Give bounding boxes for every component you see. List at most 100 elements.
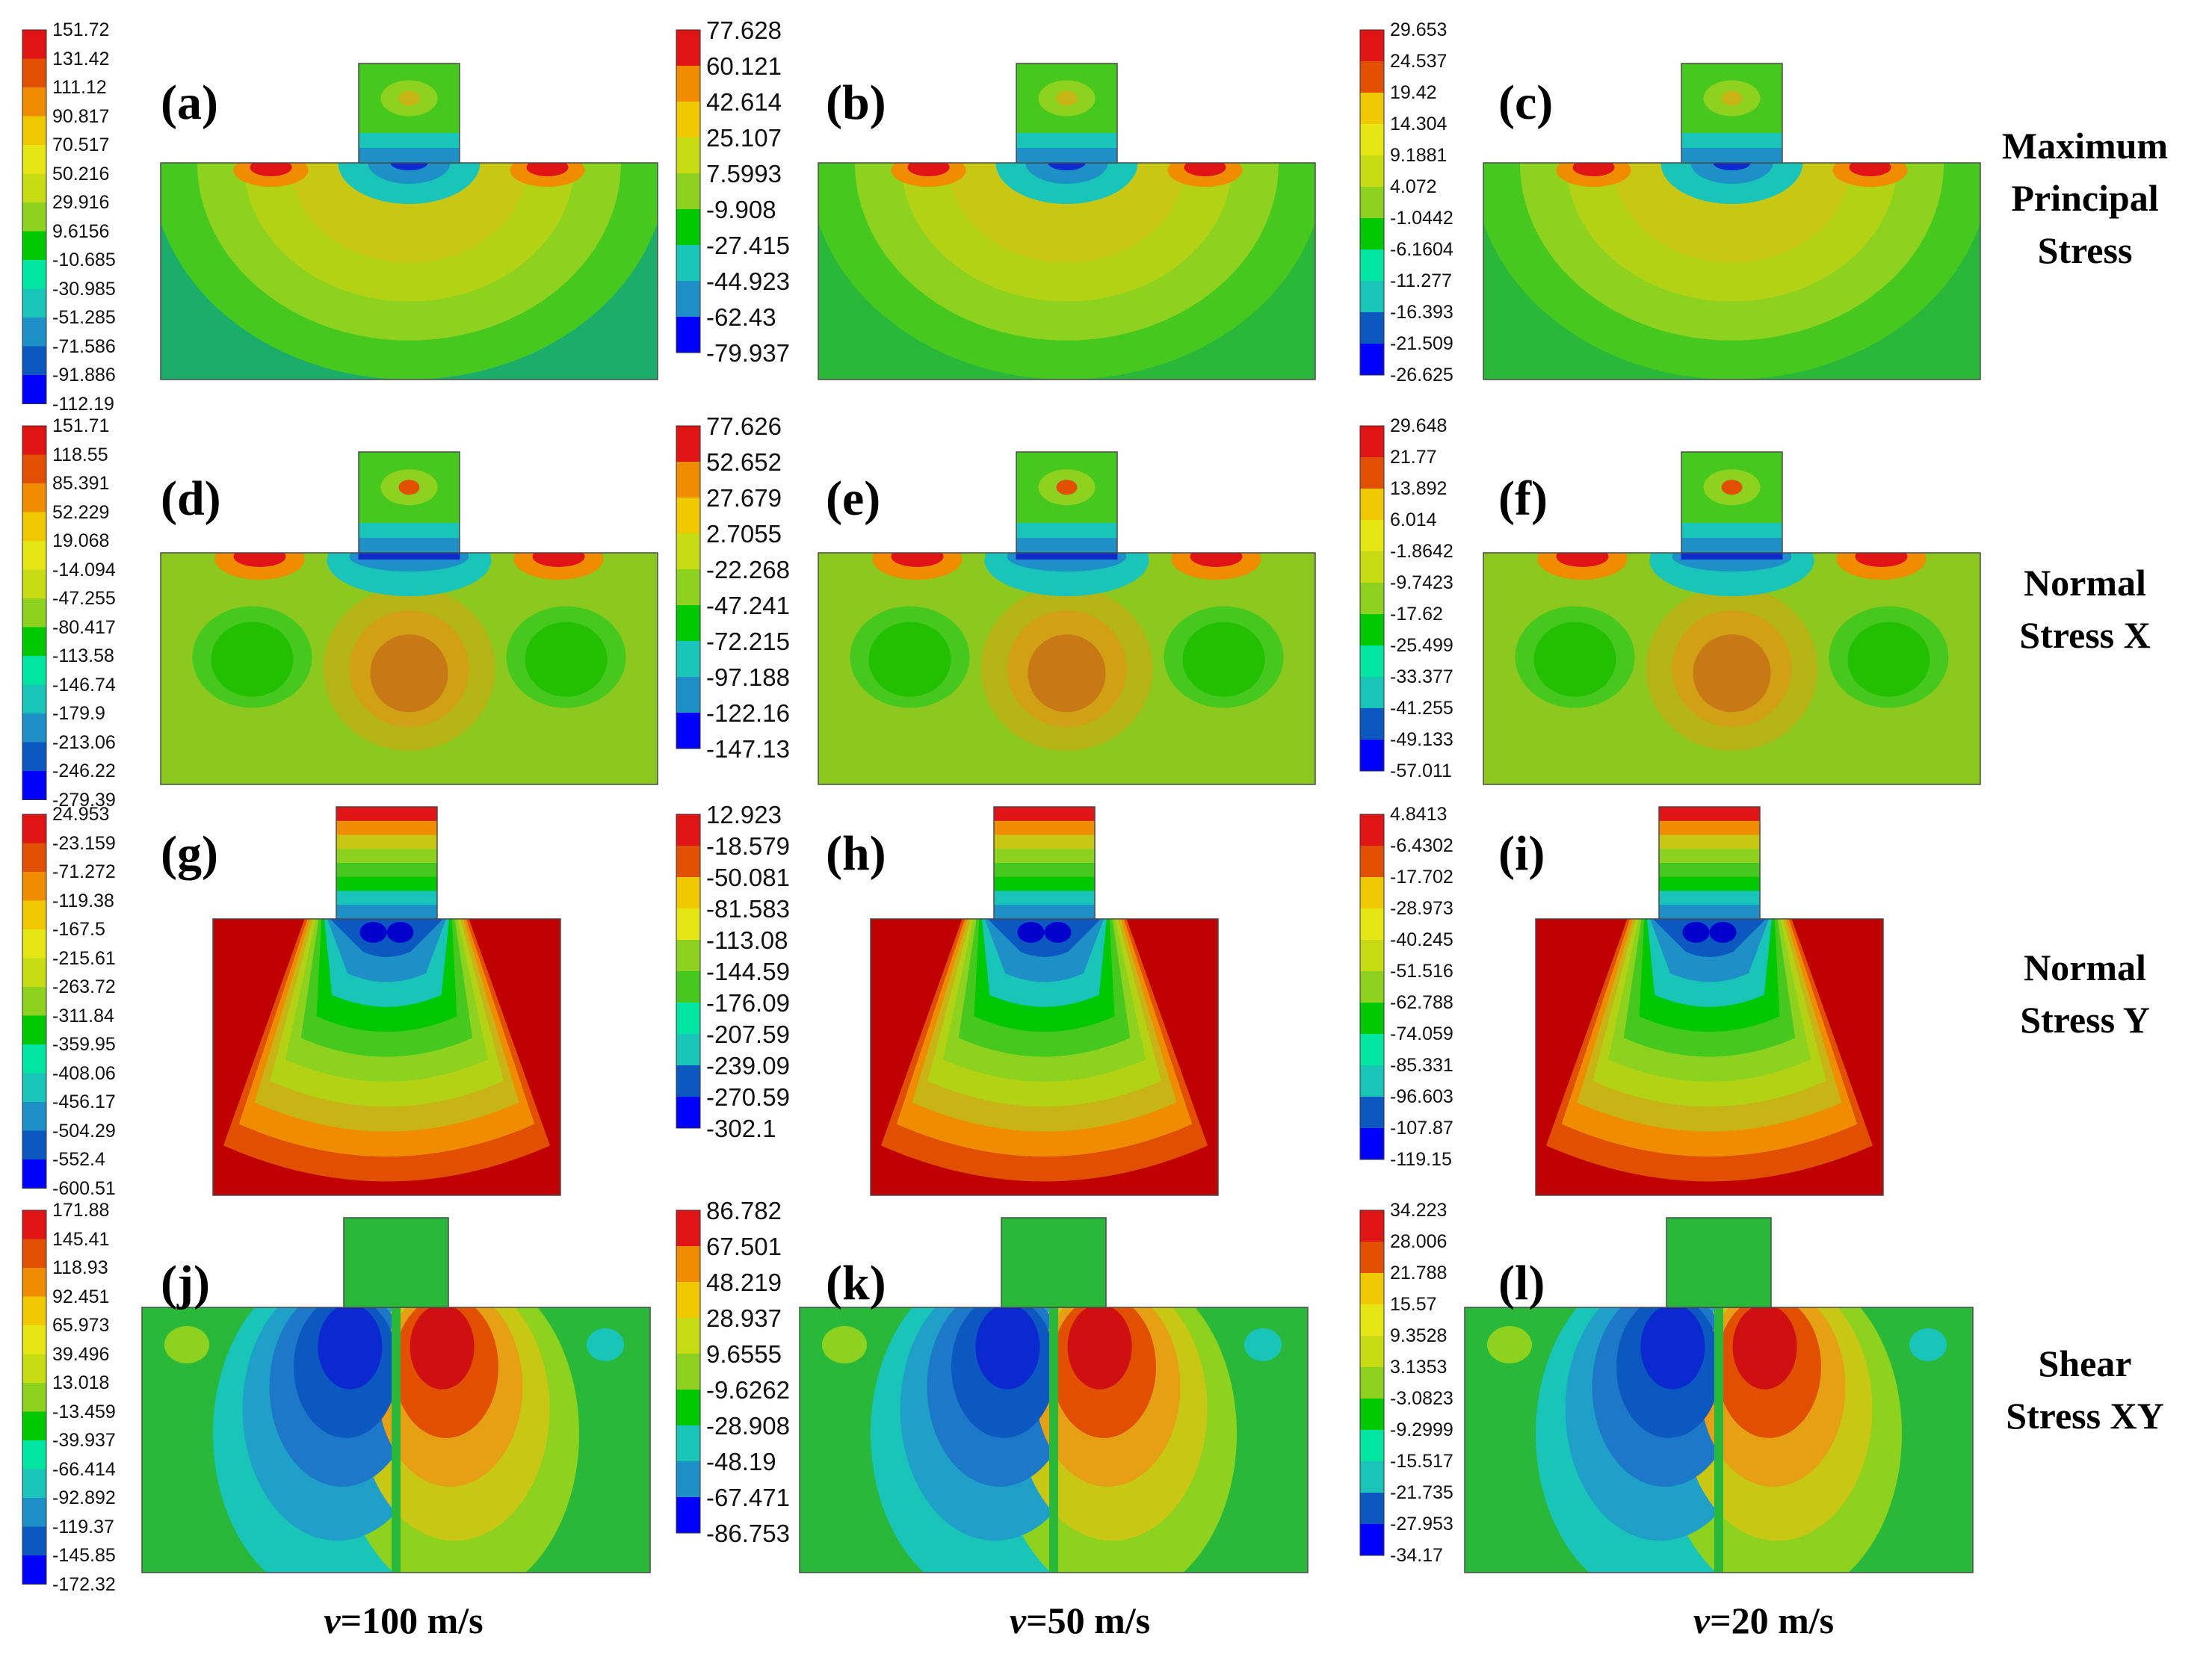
- legend-swatch: [676, 245, 700, 282]
- contour-band: [1044, 922, 1072, 943]
- contour-band: [410, 1307, 475, 1390]
- legend-swatch: [1360, 457, 1384, 489]
- contour-band: [1016, 553, 1118, 560]
- legend-swatch: [22, 173, 46, 203]
- contour-band: [359, 922, 387, 943]
- contour-band: [891, 553, 944, 567]
- legend-swatch: [1360, 814, 1384, 846]
- legend-swatch: [676, 1065, 700, 1097]
- legend-swatch: [676, 1210, 700, 1247]
- legend-swatch: [676, 1003, 700, 1035]
- contour-band: [1613, 163, 1851, 263]
- legend-swatch: [676, 137, 700, 174]
- legend-swatch: [1360, 155, 1384, 188]
- contour-band: [290, 163, 528, 263]
- legend-swatch: [22, 1325, 46, 1354]
- legend-swatch: [22, 771, 46, 800]
- legend-swatch: [1360, 1065, 1384, 1097]
- legend-swatch: [1360, 614, 1384, 646]
- contour-band: [1048, 163, 1086, 170]
- legend-swatch: [22, 843, 46, 873]
- indenter-block: [358, 451, 460, 554]
- legend-swatch: [676, 641, 700, 678]
- plate-contour: [161, 163, 658, 380]
- indenter-block: [1681, 63, 1783, 164]
- legend-swatch: [676, 1034, 700, 1066]
- legend-swatch: [676, 1282, 700, 1319]
- legend-swatch: [22, 1383, 46, 1412]
- legend-swatch: [22, 872, 46, 901]
- legend-colorbar: [1359, 425, 1385, 772]
- indenter-block: [1658, 806, 1761, 920]
- legend-swatch: [22, 426, 46, 455]
- plate-contour: [800, 1307, 1308, 1573]
- legend-swatch: [1360, 281, 1384, 313]
- legend-swatch: [22, 1102, 46, 1131]
- legend-swatch: [1360, 940, 1384, 972]
- legend-swatch: [1360, 1367, 1384, 1399]
- contour-band: [1709, 922, 1737, 943]
- indenter-block: [1016, 63, 1118, 164]
- legend-colorbar: [1359, 1210, 1385, 1556]
- contour-band: [1681, 553, 1783, 560]
- contour-band: [211, 622, 294, 697]
- legend-swatch: [1360, 1399, 1384, 1431]
- indenter-block: [336, 806, 438, 920]
- legend-swatch: [22, 742, 46, 772]
- legend-swatch: [22, 1411, 46, 1441]
- contour-band: [1533, 622, 1616, 697]
- legend-swatch: [676, 1354, 700, 1390]
- legend-swatch: [22, 1130, 46, 1160]
- legend-swatch: [676, 66, 700, 102]
- contour-band: [368, 163, 451, 184]
- legend-swatch: [22, 30, 46, 59]
- panel-k: [676, 1210, 1309, 1573]
- contour-band: [1640, 1307, 1705, 1390]
- legend-swatch: [676, 569, 700, 606]
- contour-band: [948, 163, 1186, 263]
- legend-swatch: [676, 1425, 700, 1462]
- legend-swatch: [1360, 344, 1384, 376]
- panel-a: [22, 29, 658, 404]
- legend-swatch: [676, 281, 700, 318]
- panel-b: [676, 29, 1316, 380]
- legend-colorbar: [1359, 814, 1385, 1160]
- contour-band: [1244, 1328, 1282, 1361]
- legend-colorbar: [676, 1210, 701, 1534]
- indenter-block: [1666, 1217, 1772, 1308]
- contour-band: [386, 922, 414, 943]
- indenter-block: [993, 806, 1096, 920]
- contour-band: [233, 553, 286, 567]
- contour-band: [1855, 553, 1908, 567]
- legend-swatch: [1360, 187, 1384, 219]
- legend-swatch: [22, 346, 46, 376]
- legend-swatch: [1360, 1304, 1384, 1337]
- legend-colorbar: [676, 29, 701, 353]
- legend-swatch: [1360, 520, 1384, 552]
- legend-swatch: [22, 454, 46, 484]
- contour-band: [1067, 1307, 1132, 1390]
- legend-swatch: [1360, 250, 1384, 282]
- legend-swatch: [676, 971, 700, 1003]
- legend-swatch: [676, 533, 700, 570]
- legend-swatch: [22, 87, 46, 117]
- contour-band: [1714, 1307, 1723, 1573]
- panel-d: [22, 425, 658, 800]
- legend-swatch: [22, 929, 46, 958]
- panel-j: [22, 1210, 651, 1585]
- legend-swatch: [1360, 846, 1384, 878]
- legend-swatch: [22, 202, 46, 232]
- legend-swatch: [676, 605, 700, 642]
- panel-e: [676, 425, 1316, 785]
- legend-swatch: [1360, 218, 1384, 250]
- legend-swatch: [1360, 61, 1384, 93]
- legend-swatch: [676, 908, 700, 941]
- legend-swatch: [1360, 708, 1384, 740]
- legend-swatch: [1360, 971, 1384, 1003]
- legend-swatch: [22, 541, 46, 570]
- legend-swatch: [1360, 1128, 1384, 1160]
- legend-swatch: [22, 1015, 46, 1045]
- legend-swatch: [22, 116, 46, 146]
- contour-band: [822, 1326, 867, 1363]
